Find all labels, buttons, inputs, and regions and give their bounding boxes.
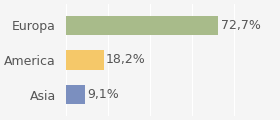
Bar	[66, 85, 85, 105]
Bar	[66, 50, 104, 70]
Text: 9,1%: 9,1%	[87, 88, 119, 101]
Text: 72,7%: 72,7%	[221, 19, 260, 32]
Bar	[66, 15, 218, 35]
Text: 18,2%: 18,2%	[106, 54, 146, 66]
